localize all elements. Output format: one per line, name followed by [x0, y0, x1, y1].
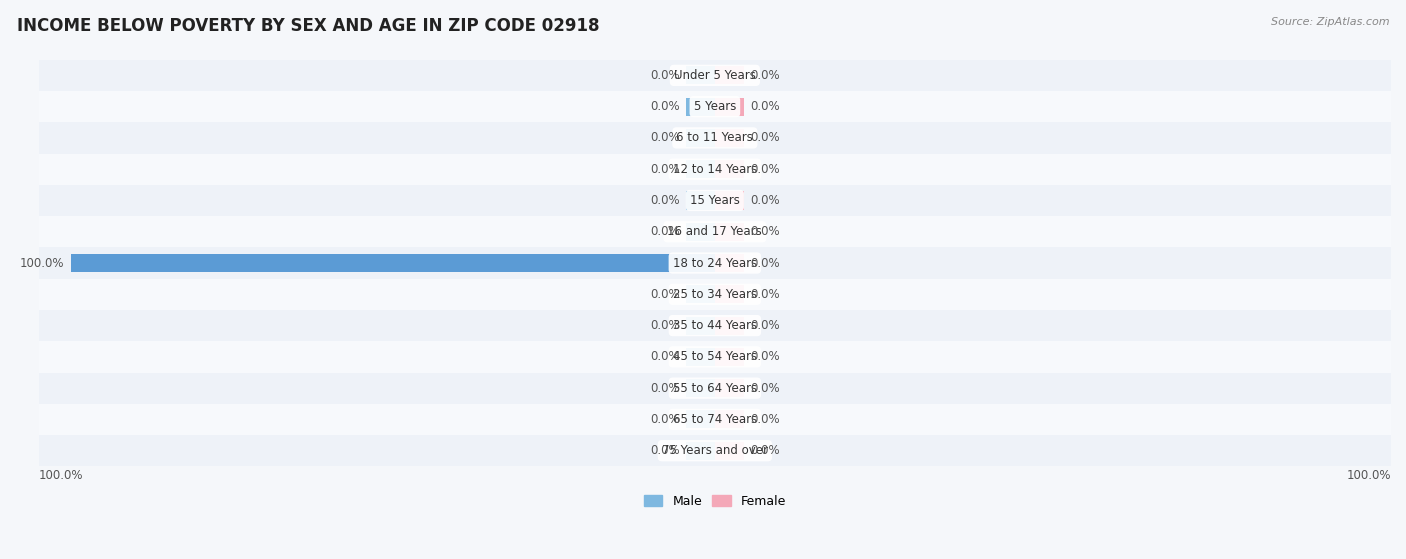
Text: 18 to 24 Years: 18 to 24 Years [672, 257, 756, 269]
Bar [714, 129, 744, 147]
Bar [686, 379, 714, 397]
Bar [39, 279, 1391, 310]
Bar [686, 129, 714, 147]
Text: 35 to 44 Years: 35 to 44 Years [673, 319, 756, 332]
Bar [39, 185, 1391, 216]
Bar [686, 98, 714, 116]
Bar [714, 98, 744, 116]
Text: 0.0%: 0.0% [751, 350, 780, 363]
Bar [39, 216, 1391, 248]
Text: 0.0%: 0.0% [650, 444, 679, 457]
Text: 0.0%: 0.0% [751, 194, 780, 207]
Text: 12 to 14 Years: 12 to 14 Years [672, 163, 756, 176]
Text: 0.0%: 0.0% [751, 163, 780, 176]
Bar [686, 442, 714, 459]
Text: INCOME BELOW POVERTY BY SEX AND AGE IN ZIP CODE 02918: INCOME BELOW POVERTY BY SEX AND AGE IN Z… [17, 17, 599, 35]
Text: 100.0%: 100.0% [39, 468, 83, 482]
Text: 0.0%: 0.0% [751, 257, 780, 269]
Bar [686, 285, 714, 304]
Bar [39, 372, 1391, 404]
Text: 0.0%: 0.0% [751, 413, 780, 426]
Bar [39, 248, 1391, 279]
Bar [70, 254, 714, 272]
Text: 55 to 64 Years: 55 to 64 Years [673, 382, 756, 395]
Bar [39, 60, 1391, 91]
Text: 0.0%: 0.0% [650, 382, 679, 395]
Text: 5 Years: 5 Years [693, 100, 737, 113]
Bar [714, 442, 744, 459]
Text: 0.0%: 0.0% [650, 413, 679, 426]
Bar [686, 160, 714, 178]
Text: 0.0%: 0.0% [650, 69, 679, 82]
Bar [714, 410, 744, 429]
Text: 0.0%: 0.0% [650, 225, 679, 238]
Text: 100.0%: 100.0% [1347, 468, 1391, 482]
Bar [39, 154, 1391, 185]
Text: 100.0%: 100.0% [20, 257, 65, 269]
Bar [714, 316, 744, 335]
Text: 0.0%: 0.0% [650, 288, 679, 301]
Text: 0.0%: 0.0% [751, 225, 780, 238]
Bar [714, 222, 744, 241]
Text: 25 to 34 Years: 25 to 34 Years [673, 288, 756, 301]
Text: 0.0%: 0.0% [751, 131, 780, 144]
Bar [39, 91, 1391, 122]
Bar [714, 285, 744, 304]
Bar [686, 348, 714, 366]
Bar [714, 191, 744, 210]
Text: 0.0%: 0.0% [650, 350, 679, 363]
Text: 45 to 54 Years: 45 to 54 Years [673, 350, 756, 363]
Text: 6 to 11 Years: 6 to 11 Years [676, 131, 754, 144]
Text: Source: ZipAtlas.com: Source: ZipAtlas.com [1271, 17, 1389, 27]
Text: Under 5 Years: Under 5 Years [673, 69, 756, 82]
Text: 0.0%: 0.0% [650, 131, 679, 144]
Bar [686, 67, 714, 84]
Bar [714, 379, 744, 397]
Bar [714, 348, 744, 366]
Bar [714, 67, 744, 84]
Bar [39, 310, 1391, 341]
Bar [39, 341, 1391, 372]
Text: 0.0%: 0.0% [751, 288, 780, 301]
Bar [39, 404, 1391, 435]
Text: 0.0%: 0.0% [751, 444, 780, 457]
Bar [39, 122, 1391, 154]
Text: 0.0%: 0.0% [751, 100, 780, 113]
Text: 0.0%: 0.0% [650, 100, 679, 113]
Text: 16 and 17 Years: 16 and 17 Years [668, 225, 762, 238]
Bar [686, 316, 714, 335]
Text: 0.0%: 0.0% [650, 163, 679, 176]
Text: 0.0%: 0.0% [751, 319, 780, 332]
Text: 0.0%: 0.0% [650, 319, 679, 332]
Text: 0.0%: 0.0% [751, 382, 780, 395]
Text: 65 to 74 Years: 65 to 74 Years [672, 413, 756, 426]
Bar [686, 222, 714, 241]
Bar [714, 254, 744, 272]
Bar [39, 435, 1391, 466]
Text: 75 Years and over: 75 Years and over [662, 444, 768, 457]
Text: 15 Years: 15 Years [690, 194, 740, 207]
Bar [686, 410, 714, 429]
Bar [686, 191, 714, 210]
Bar [714, 160, 744, 178]
Legend: Male, Female: Male, Female [638, 490, 792, 513]
Text: 0.0%: 0.0% [751, 69, 780, 82]
Text: 0.0%: 0.0% [650, 194, 679, 207]
